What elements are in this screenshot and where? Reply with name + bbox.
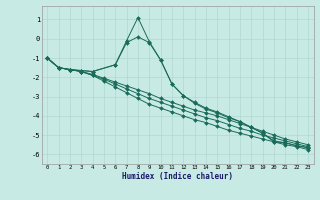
X-axis label: Humidex (Indice chaleur): Humidex (Indice chaleur) bbox=[122, 172, 233, 181]
